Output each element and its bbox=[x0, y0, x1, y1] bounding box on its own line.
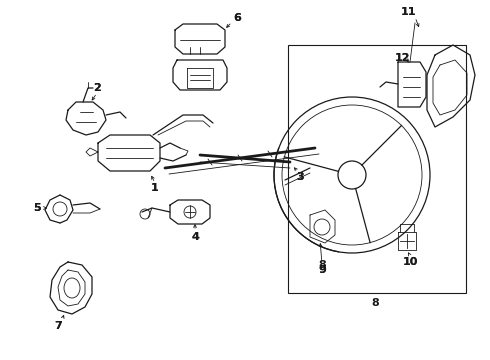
Text: 6: 6 bbox=[233, 13, 241, 23]
Text: 8: 8 bbox=[371, 298, 379, 308]
Text: 5: 5 bbox=[33, 203, 41, 213]
Text: 3: 3 bbox=[296, 172, 304, 182]
Text: 2: 2 bbox=[93, 83, 101, 93]
Text: 4: 4 bbox=[191, 232, 199, 242]
Text: 12: 12 bbox=[394, 53, 410, 63]
Bar bbox=[288, 45, 466, 293]
Text: 6: 6 bbox=[233, 13, 241, 23]
Text: 5: 5 bbox=[33, 203, 41, 213]
Text: 9: 9 bbox=[318, 265, 326, 275]
Text: 1: 1 bbox=[151, 183, 159, 193]
Text: 12: 12 bbox=[394, 53, 410, 63]
Text: 9: 9 bbox=[318, 265, 326, 275]
Text: 1: 1 bbox=[151, 183, 159, 193]
Text: 11: 11 bbox=[400, 7, 416, 17]
Text: 8: 8 bbox=[318, 260, 326, 270]
Text: 10: 10 bbox=[402, 257, 417, 267]
Text: 2: 2 bbox=[93, 83, 101, 93]
Text: 3: 3 bbox=[296, 172, 304, 182]
Text: 7: 7 bbox=[54, 321, 62, 331]
Text: 7: 7 bbox=[54, 321, 62, 331]
Text: 4: 4 bbox=[191, 232, 199, 242]
Text: 11: 11 bbox=[400, 7, 416, 17]
Text: 10: 10 bbox=[402, 257, 417, 267]
